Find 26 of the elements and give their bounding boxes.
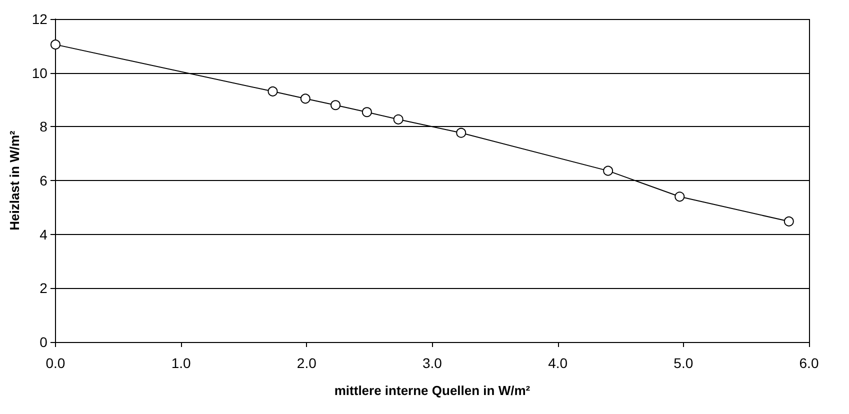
y-tick-label: 0 [40, 334, 48, 350]
x-tick-label: 6.0 [799, 355, 819, 371]
x-axis-title: mittlere interne Quellen in W/m² [334, 383, 531, 398]
point [330, 100, 341, 110]
y-axis-title: Heizlast in W/m² [7, 130, 22, 230]
y-tick-label: 10 [32, 64, 48, 81]
y-tick-label: 4 [40, 226, 48, 242]
point [268, 86, 278, 96]
point [603, 166, 614, 176]
point [50, 40, 60, 50]
x-tick-label: 1.0 [171, 355, 191, 371]
y-tick-label: 2 [40, 280, 48, 296]
y-tick-label: 12 [32, 11, 48, 27]
x-tick-label: 5.0 [674, 355, 694, 371]
point [674, 192, 685, 202]
x-tick-label: 2.0 [296, 355, 317, 371]
point [456, 128, 466, 138]
point [393, 114, 404, 124]
x-tick-label: 4.0 [548, 355, 568, 371]
x-tick-label: 0.0 [46, 355, 66, 371]
point [784, 216, 794, 226]
y-tick-label: 6 [40, 172, 48, 188]
x-tick-label: 3.0 [422, 355, 442, 371]
point [300, 94, 310, 104]
point [362, 107, 372, 118]
y-tick-label: 8 [40, 118, 48, 135]
